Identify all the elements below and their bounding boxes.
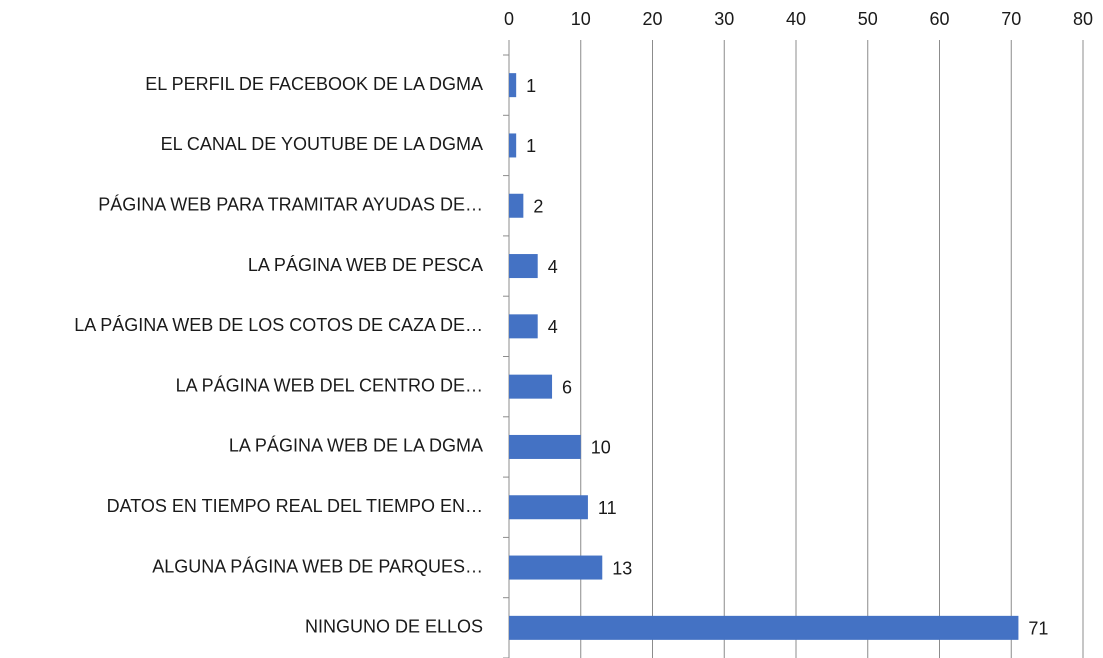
data-label: 71	[1028, 619, 1048, 639]
data-label: 1	[526, 136, 536, 156]
x-tick-label: 50	[858, 9, 878, 29]
x-tick-label: 0	[504, 9, 514, 29]
data-label: 2	[533, 197, 543, 217]
data-label: 6	[562, 377, 572, 397]
y-tick-label: DATOS EN TIEMPO REAL DEL TIEMPO EN…	[107, 496, 483, 516]
bar	[509, 495, 588, 520]
data-label: 11	[598, 498, 617, 518]
x-tick-label: 10	[571, 9, 591, 29]
x-tick-label: 70	[1001, 9, 1021, 29]
y-tick-label: EL PERFIL DE FACEBOOK DE LA DGMA	[145, 74, 483, 94]
bar	[509, 193, 524, 218]
y-tick-label: ALGUNA PÁGINA WEB DE PARQUES…	[152, 556, 483, 576]
data-label: 4	[548, 257, 558, 277]
x-tick-label: 80	[1073, 9, 1093, 29]
data-label: 4	[548, 317, 558, 337]
y-tick-label: LA PÁGINA WEB DE LOS COTOS DE CAZA DE…	[74, 315, 483, 335]
bar	[509, 434, 581, 459]
bar	[509, 133, 517, 158]
x-tick-label: 60	[929, 9, 949, 29]
y-tick-label: LA PÁGINA WEB DE PESCA	[248, 255, 483, 275]
data-label: 1	[526, 76, 536, 96]
bar	[509, 73, 517, 98]
y-tick-label: NINGUNO DE ELLOS	[305, 617, 483, 637]
data-label: 13	[612, 558, 632, 578]
y-tick-label: LA PÁGINA WEB DE LA DGMA	[229, 436, 483, 456]
bar	[509, 374, 553, 399]
x-tick-label: 30	[714, 9, 734, 29]
bar	[509, 615, 1019, 640]
data-label: 10	[591, 438, 611, 458]
bar	[509, 254, 538, 279]
y-tick-label: PÁGINA WEB PARA TRAMITAR AYUDAS DE…	[98, 195, 483, 215]
bar	[509, 555, 603, 580]
bar	[509, 314, 538, 339]
x-tick-label: 20	[642, 9, 662, 29]
x-tick-label: 40	[786, 9, 806, 29]
y-tick-label: LA PÁGINA WEB DEL CENTRO DE…	[176, 375, 483, 395]
y-tick-label: EL CANAL DE YOUTUBE DE LA DGMA	[161, 134, 483, 154]
